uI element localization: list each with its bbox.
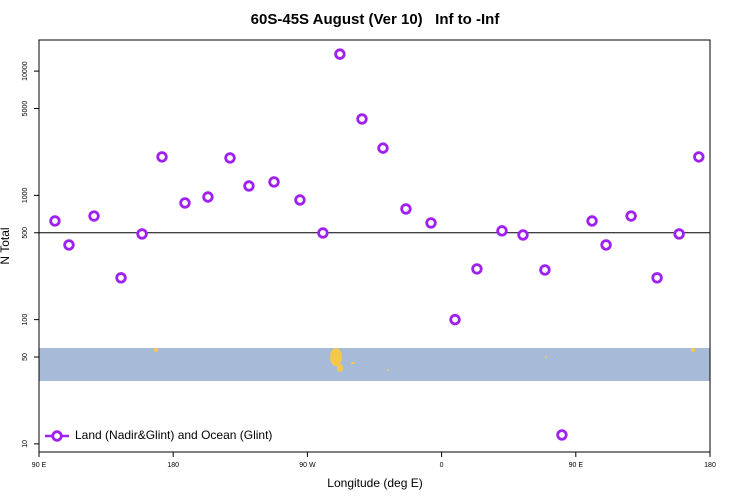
y-tick-label: 500 xyxy=(22,227,29,239)
y-axis-label: N Total xyxy=(0,227,12,264)
data-point xyxy=(179,197,191,209)
data-point xyxy=(268,176,280,188)
y-tick-label: 50 xyxy=(22,353,29,361)
data-point xyxy=(136,228,148,240)
data-point xyxy=(356,113,368,125)
data-point xyxy=(243,180,255,192)
data-point xyxy=(693,151,705,163)
data-point xyxy=(517,229,529,241)
data-point xyxy=(317,227,329,239)
data-point xyxy=(400,203,412,215)
y-tick-label: 10 xyxy=(22,440,29,448)
land-shapes xyxy=(154,348,695,372)
data-point xyxy=(334,48,346,60)
data-point xyxy=(673,228,685,240)
data-point xyxy=(539,264,551,276)
x-tick-label: 0 xyxy=(440,462,444,469)
data-point xyxy=(496,225,508,237)
data-point xyxy=(471,263,483,275)
x-axis-label: Longitude (deg E) xyxy=(327,476,422,490)
data-point xyxy=(449,313,461,326)
data-point xyxy=(202,191,214,203)
data-point xyxy=(625,210,637,222)
data-point xyxy=(88,210,100,222)
y-tick-label: 10000 xyxy=(22,61,29,81)
x-tick-label: 90 E xyxy=(32,462,47,469)
legend-marker xyxy=(51,430,63,442)
data-point xyxy=(115,272,127,284)
x-tick-label: 90 W xyxy=(299,462,316,469)
data-point xyxy=(651,272,663,284)
legend-label: Land (Nadir&Glint) and Ocean (Glint) xyxy=(75,428,272,442)
data-point xyxy=(586,215,598,227)
data-point xyxy=(224,152,236,164)
data-point xyxy=(425,217,437,229)
data-point xyxy=(156,151,168,163)
x-tick-label: 90 E xyxy=(569,462,584,469)
x-tick-label: 180 xyxy=(704,462,716,469)
chart-title: 60S-45S August (Ver 10) Inf to -Inf xyxy=(251,11,501,28)
data-point xyxy=(63,239,75,251)
y-tick-label: 100 xyxy=(22,314,29,326)
plot-frame xyxy=(38,39,711,453)
y-tick-label: 5000 xyxy=(22,101,29,117)
data-point xyxy=(600,239,612,251)
data-point xyxy=(377,142,389,154)
latitude-band-map xyxy=(39,348,710,381)
x-tick-label: 180 xyxy=(167,462,179,469)
data-point xyxy=(556,429,568,441)
data-point xyxy=(49,215,61,227)
data-point xyxy=(294,194,306,206)
y-tick-label: 1000 xyxy=(22,187,29,203)
